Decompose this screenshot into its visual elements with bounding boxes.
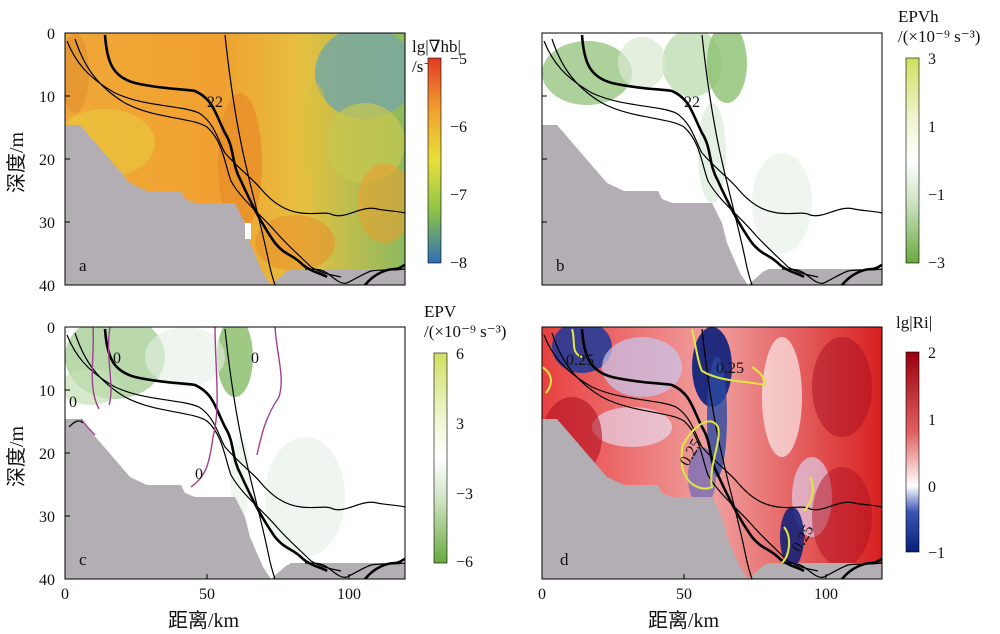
colorbar-d-tick-3: −1 [928,545,945,562]
xtick-50: 50 [676,586,692,603]
panel-a-ylabel: 深度/m [5,131,28,193]
xtick-100: 100 [814,586,838,603]
colorbar-c-tick-2: −3 [456,486,473,503]
ytick-30: 30 [39,215,55,232]
panel-b-label: b [556,256,565,275]
panel-d-contour-label: 0.25 [716,360,744,377]
colorbar-b-unit: /(×10⁻⁹ s⁻³) [898,27,980,46]
colorbar-c-tick-0: 6 [456,346,464,363]
panel-c-contour-label: 0 [69,394,77,411]
panel-a-contour-label: 22 [207,94,223,111]
panel-d-label: d [560,550,569,569]
colorbar-b-tick-2: −1 [928,187,945,204]
panel-a-label: a [79,256,87,275]
colorbar-b: EPVh /(×10⁻⁹ s⁻³) 3 1 −1 −3 [898,7,980,272]
panel-c-label: c [79,550,87,569]
colorbar-c-unit: /(×10⁻⁹ s⁻³) [424,322,506,341]
panel-c-ylabel: 深度/m [5,425,28,487]
colorbar-b-tick-1: 1 [928,119,936,136]
panel-c-contour-label: 0 [195,466,203,483]
figure: 22 a 0 10 20 30 40 深度/m lg|∇hb| /s⁻² −5 … [0,0,1000,634]
panel-c: 0 0 0 0 c 0 10 20 30 40 0 50 100 深度/m 距离… [5,315,405,632]
colorbar-c-title: EPV [424,302,457,321]
ytick-40: 40 [39,278,55,295]
ytick-40: 40 [39,572,55,589]
colorbar-d-tick-0: 2 [928,345,936,362]
ytick-20: 20 [39,152,55,169]
colorbar-a-tick-1: −6 [450,119,467,136]
xtick-0: 0 [538,586,546,603]
xtick-0: 0 [61,586,69,603]
ytick-10: 10 [39,89,55,106]
panel-b-contour-label: 22 [684,94,700,111]
ytick-20: 20 [39,446,55,463]
ytick-0: 0 [47,26,55,43]
panel-c-xlabel: 距离/km [168,609,240,632]
colorbar-d-tick-1: 1 [928,412,936,429]
colorbar-d-tick-2: 0 [928,479,936,496]
ytick-30: 30 [39,509,55,526]
xtick-50: 50 [199,586,215,603]
colorbar-b-tick-3: −3 [928,255,945,272]
colorbar-d-title: lg|Ri| [896,313,932,332]
colorbar-c-tick-1: 3 [456,416,464,433]
panel-c-contour-label: 0 [113,350,121,367]
panel-d-xlabel: 距离/km [648,609,720,632]
panel-d: 0.25 0.25 0.25 0.25 d 0 50 100 距离/km [538,321,882,632]
ytick-10: 10 [39,383,55,400]
colorbar-a-tick-2: −7 [450,187,467,204]
colorbar-b-tick-0: 3 [928,51,936,68]
colorbar-a: lg|∇hb| /s⁻² −5 −6 −7 −8 [412,37,467,272]
colorbar-a-tick-0: −5 [450,51,467,68]
colorbar-d: lg|Ri| 2 1 0 −1 [896,313,945,562]
panel-a: 22 a 0 10 20 30 40 深度/m [5,26,415,295]
colorbar-c: EPV /(×10⁻⁹ s⁻³) 6 3 −3 −6 [424,302,506,571]
ytick-0: 0 [47,320,55,337]
xtick-100: 100 [337,586,361,603]
panel-d-contour-label: 0.25 [566,352,594,369]
panel-c-contour-label: 0 [251,350,259,367]
panel-b: 22 b [542,23,882,285]
colorbar-c-tick-3: −6 [456,554,473,571]
colorbar-a-tick-3: −8 [450,255,467,272]
colorbar-b-title: EPVh [898,7,939,26]
